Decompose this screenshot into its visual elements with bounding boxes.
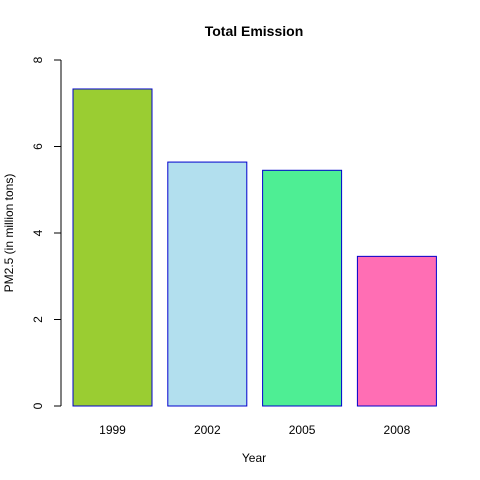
x-axis-label: Year	[242, 451, 266, 465]
bar-2005	[262, 169, 343, 407]
x-tick-label: 1999	[99, 423, 126, 437]
y-tick-label: 8	[31, 56, 45, 63]
y-axis: 0 2 4 6 8	[31, 56, 62, 409]
y-tick-label: 2	[31, 316, 45, 323]
bar-2008	[356, 255, 437, 407]
x-tick-label: 2005	[289, 423, 316, 437]
x-tick-labels: 1999 2002 2005 2008	[99, 423, 410, 437]
y-axis-label: PM2.5 (in million tons)	[2, 174, 16, 293]
x-tick-label: 2002	[194, 423, 221, 437]
y-tick-label: 4	[31, 229, 45, 236]
bars	[72, 88, 437, 407]
y-tick-label: 0	[31, 402, 45, 409]
y-tick-label: 6	[31, 143, 45, 150]
chart-title: Total Emission	[205, 23, 304, 39]
bar-2002	[167, 161, 248, 407]
x-tick-label: 2008	[384, 423, 411, 437]
bar-1999	[72, 88, 153, 407]
